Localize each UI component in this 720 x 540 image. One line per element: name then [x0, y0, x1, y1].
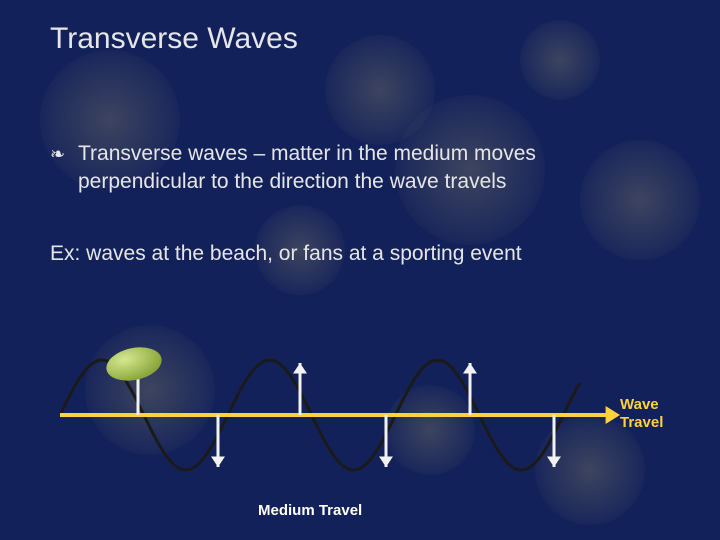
- example-text: Ex: waves at the beach, or fans at a spo…: [50, 240, 670, 268]
- slide-title: Transverse Waves: [50, 22, 298, 56]
- bullet-icon: ❧: [50, 140, 78, 196]
- wave-travel-label-line2: Travel: [620, 414, 663, 431]
- medium-travel-label: Medium Travel: [258, 502, 362, 519]
- bullet-block: ❧ Transverse waves – matter in the mediu…: [50, 140, 660, 196]
- wave-travel-label-line1: Wave: [620, 396, 659, 413]
- bullet-text: Transverse waves – matter in the medium …: [78, 140, 660, 196]
- wave-travel-label: Wave Travel: [620, 396, 663, 432]
- wave-diagram: [60, 340, 620, 500]
